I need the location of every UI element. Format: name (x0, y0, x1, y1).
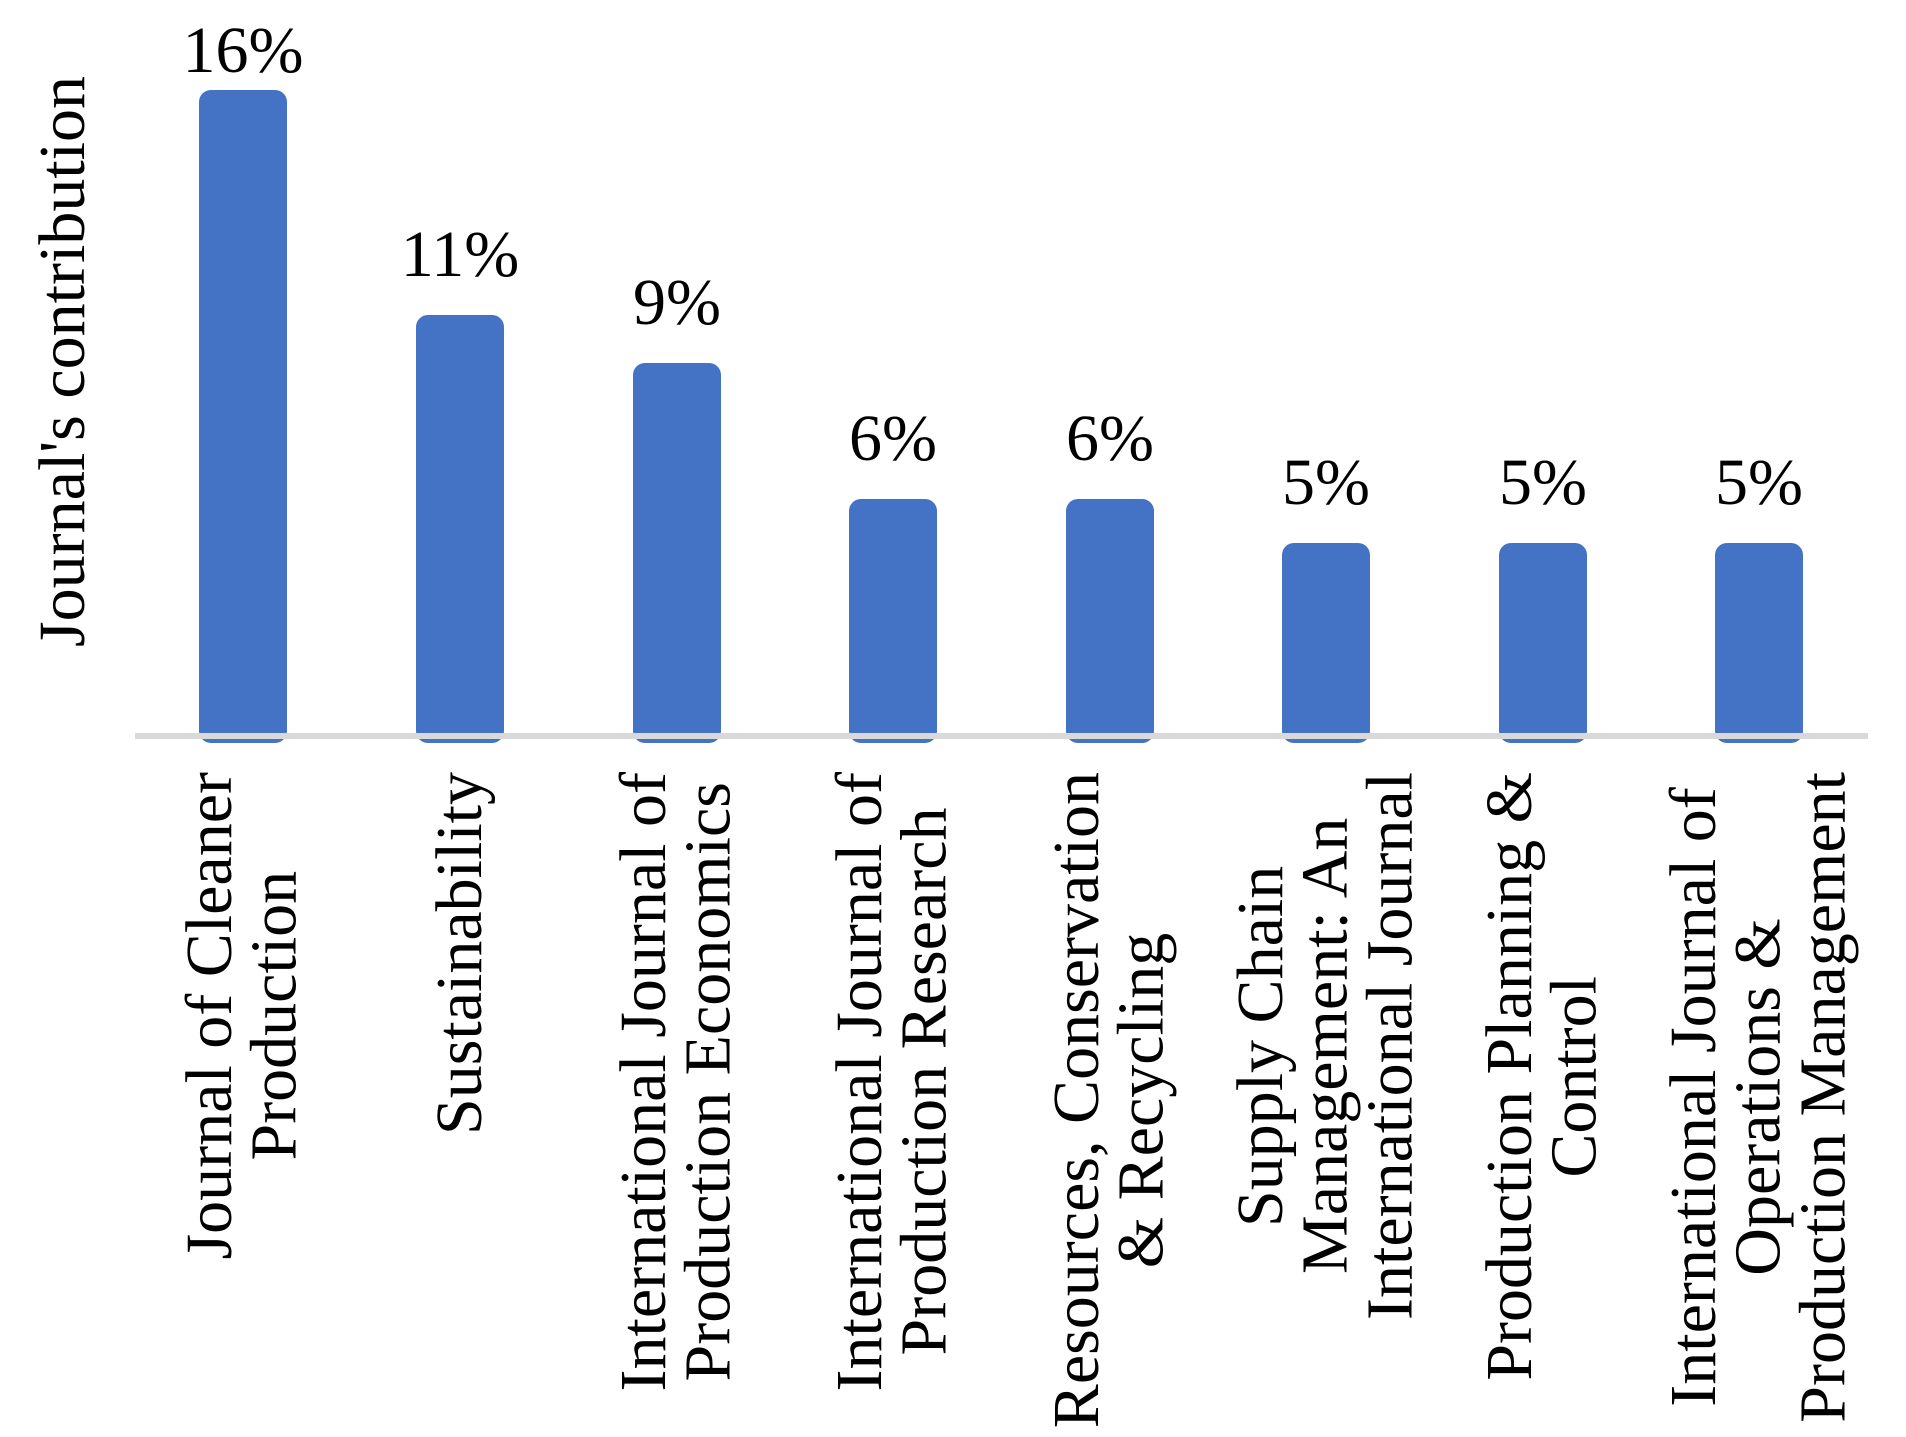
bar-value-label: 5% (1499, 446, 1587, 519)
bar (1715, 543, 1803, 743)
x-axis-label: Resources, Conservation & Recycling (1000, 772, 1220, 1428)
x-axis-line (135, 733, 1868, 739)
bar (849, 499, 937, 743)
x-axis-label-text: Supply Chain Management: An Internationa… (1223, 772, 1427, 1320)
x-axis-label: Sustainability (350, 772, 570, 1135)
x-axis-label: International Journal of Production Econ… (567, 772, 787, 1391)
x-axis-label-text: International Journal of Production Econ… (607, 772, 745, 1392)
bar-value-label: 11% (400, 218, 520, 291)
bar (199, 90, 287, 743)
bar-value-label: 6% (1066, 402, 1154, 475)
x-axis-label-text: Journal of Cleaner Production (173, 772, 311, 1260)
x-axis-label: Production Planning & Control (1433, 772, 1653, 1381)
bar (1066, 499, 1154, 743)
x-axis-label-text: International Journal of Operations & Pr… (1656, 772, 1860, 1423)
x-axis-label-text: Production Planning & Control (1473, 772, 1611, 1381)
x-axis-label: International Journal of Operations & Pr… (1649, 772, 1869, 1423)
bar (1282, 543, 1370, 743)
x-axis-label-text: Sustainability (422, 772, 496, 1135)
y-axis-title: Journal's contribution (26, 76, 99, 647)
x-axis-label-text: Resources, Conservation & Recycling (1040, 772, 1178, 1429)
bar (416, 315, 504, 743)
x-axis-label: Journal of Cleaner Production (133, 772, 353, 1260)
x-axis-label-text: International Journal of Production Rese… (823, 772, 961, 1392)
bar (633, 363, 721, 743)
x-axis-label: Supply Chain Management: An Internationa… (1216, 772, 1436, 1320)
bar-value-label: 5% (1282, 446, 1370, 519)
bar-value-label: 9% (633, 266, 721, 339)
x-axis-label: International Journal of Production Rese… (783, 772, 1003, 1391)
bar-value-label: 6% (849, 402, 937, 475)
bar (1499, 543, 1587, 743)
bar-value-label: 16% (182, 14, 304, 87)
bar-value-label: 5% (1715, 446, 1803, 519)
